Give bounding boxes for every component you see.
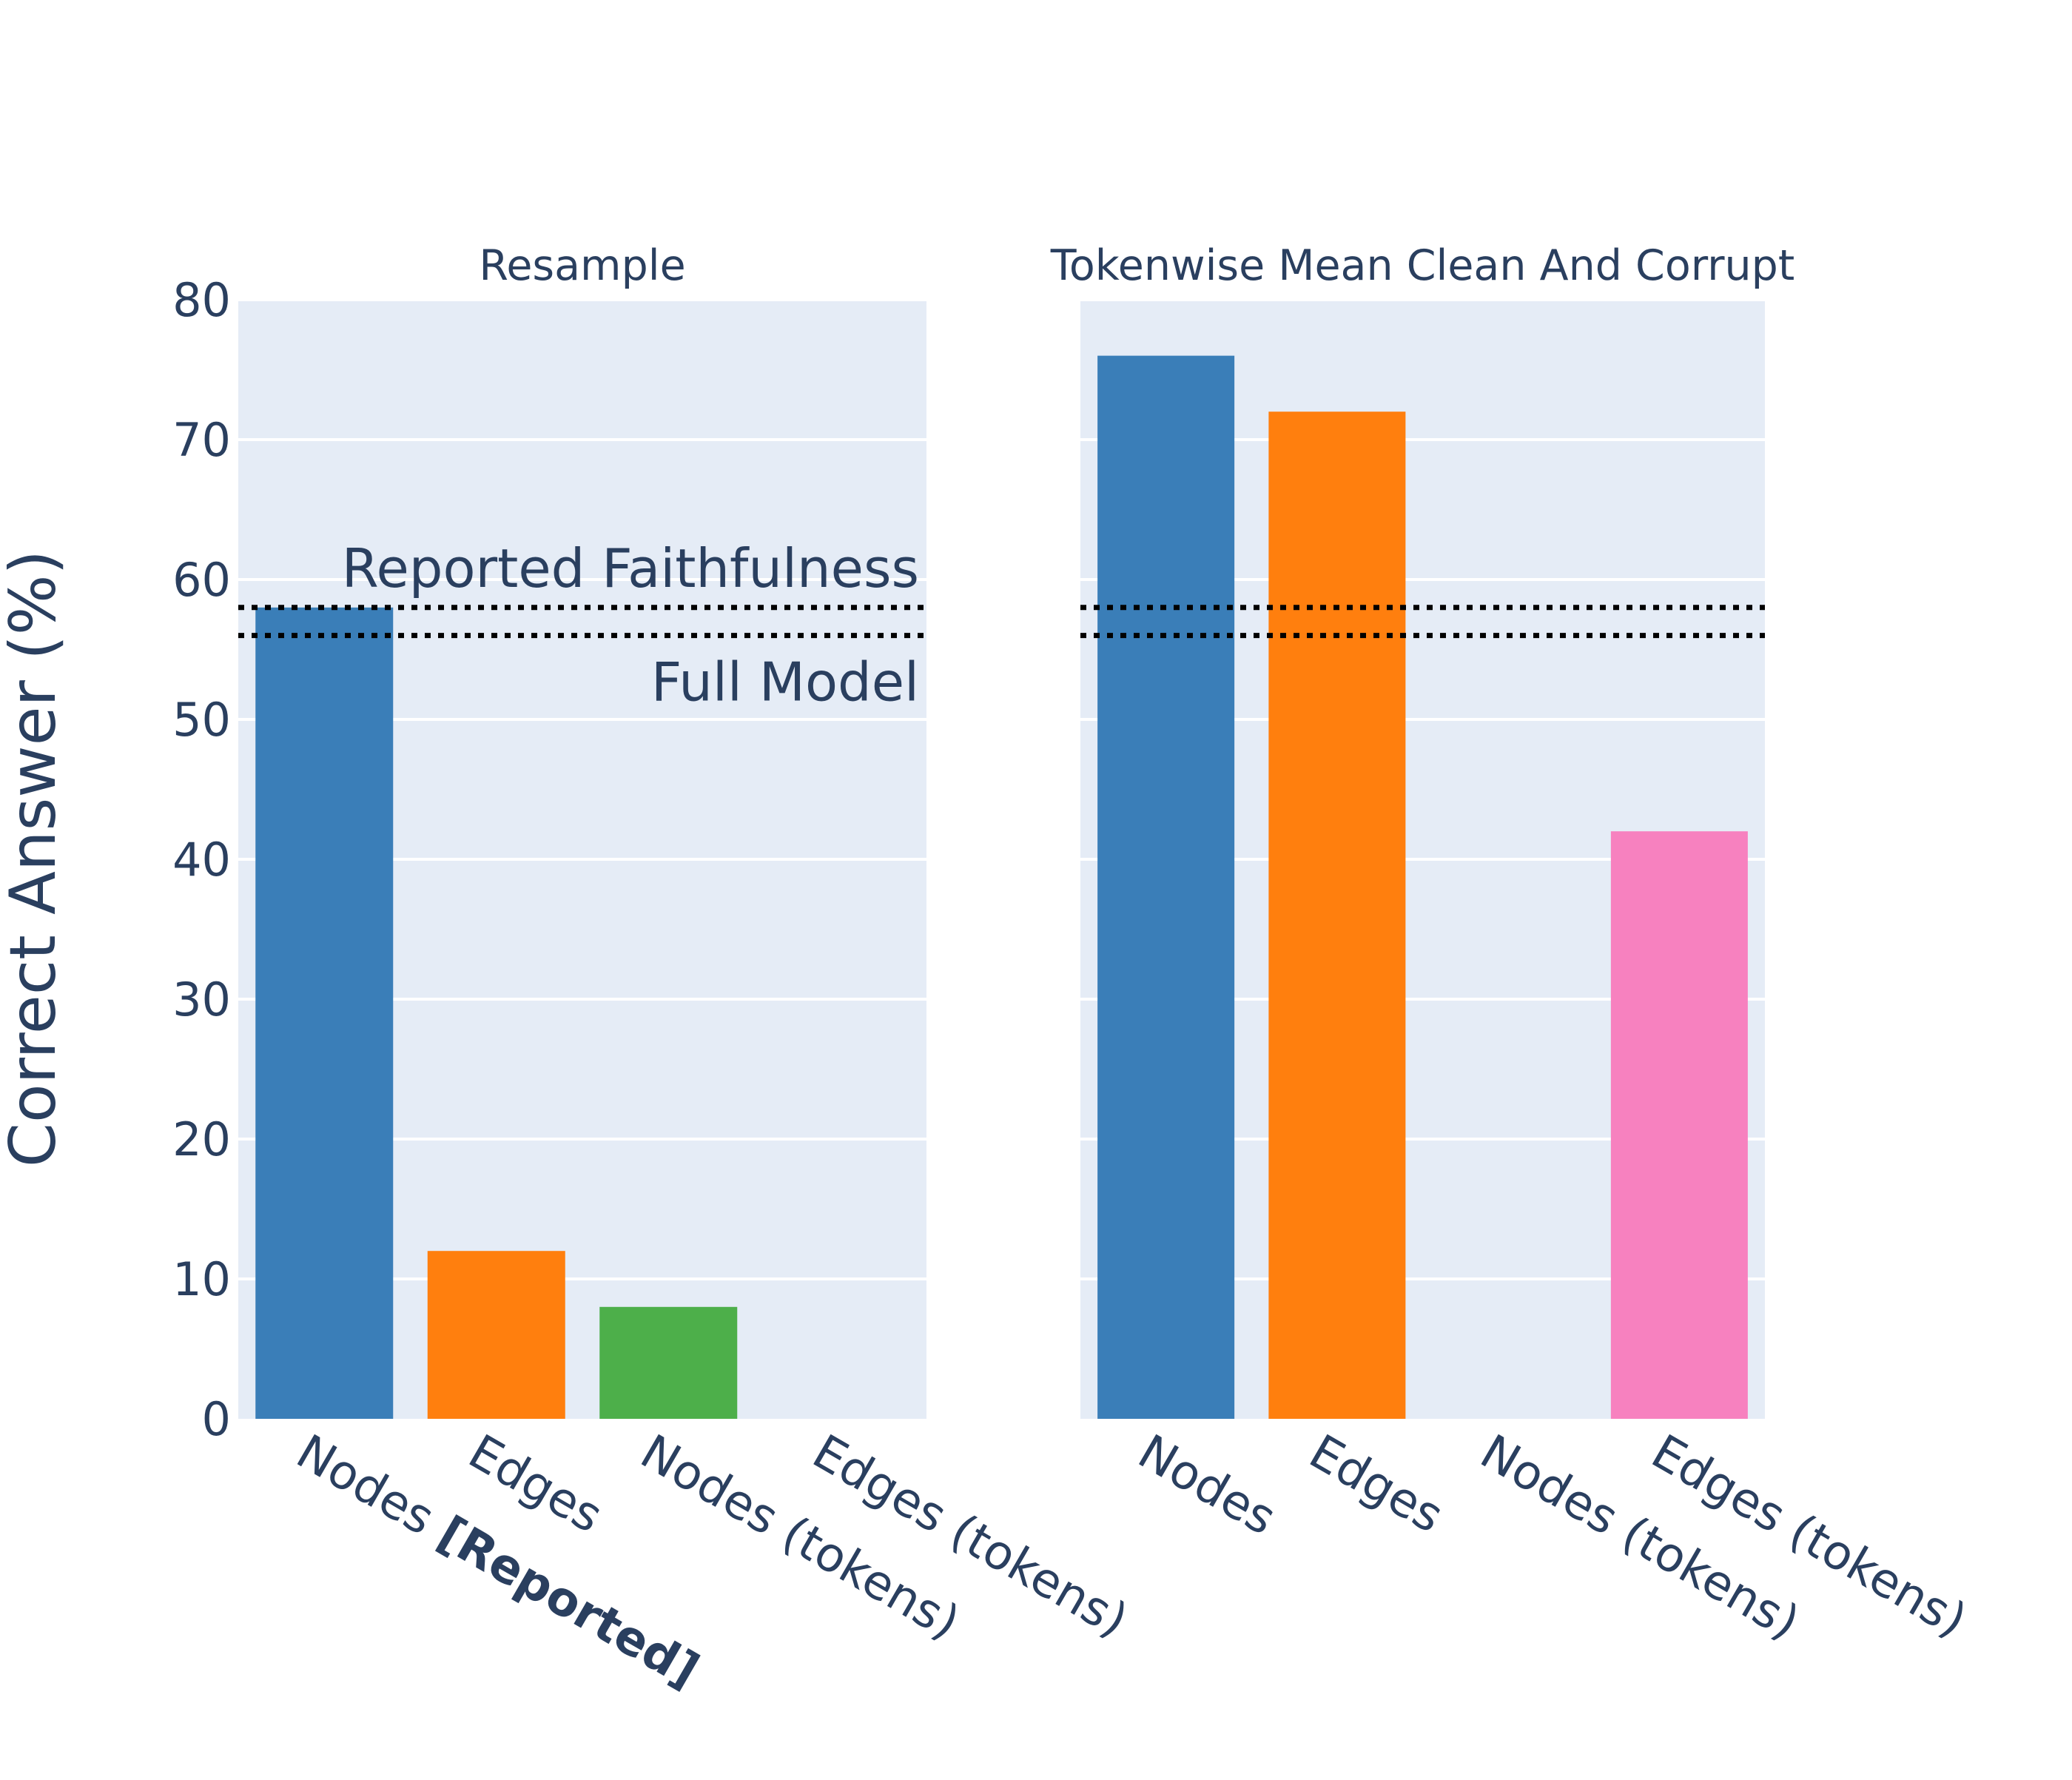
y-tick-label: 80 <box>172 273 231 327</box>
subplot-title: Tokenwise Mean Clean And Corrupt <box>1050 241 1794 290</box>
y-tick-label: 40 <box>172 833 231 887</box>
subplot-title: Resample <box>479 241 685 290</box>
bar-1-2 <box>427 1251 565 1419</box>
bar-2-2 <box>1268 412 1406 1420</box>
y-axis-label: Correct Answer (%) <box>0 550 70 1167</box>
annotation-full-model: Full Model <box>651 651 919 713</box>
y-tick-label: 50 <box>172 693 231 747</box>
x-tick-label: Nodes <box>1129 1425 1285 1546</box>
y-tick-label: 30 <box>172 973 231 1027</box>
bar-2-4 <box>1610 831 1748 1419</box>
bar-1-1 <box>255 607 394 1419</box>
x-tick-label: Edges <box>1300 1425 1452 1544</box>
y-tick-label: 20 <box>172 1112 231 1166</box>
y-tick-label: 10 <box>172 1252 231 1306</box>
annotation-reported-faithfulness: Reported Faithfulness <box>342 537 919 600</box>
y-tick-label: 60 <box>172 553 231 607</box>
y-tick-label: 0 <box>202 1392 231 1446</box>
bar-2-1 <box>1097 355 1235 1420</box>
bar-1-3 <box>599 1306 738 1419</box>
y-tick-label: 70 <box>172 413 231 467</box>
panel-2: Tokenwise Mean Clean And Corrupt Nodes Edg… <box>1050 241 1976 1650</box>
